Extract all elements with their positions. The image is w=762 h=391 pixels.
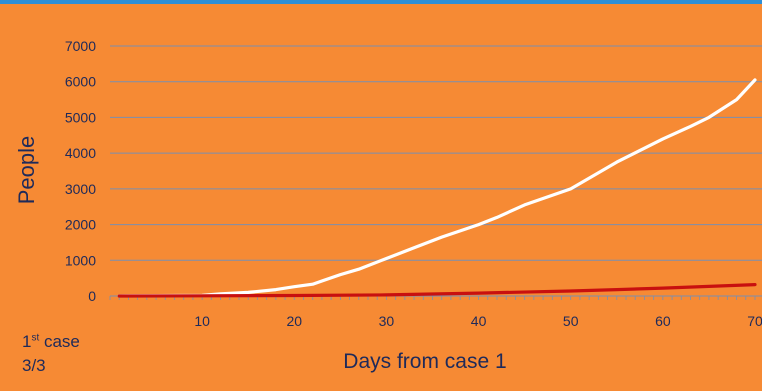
- first-case-date: 3/3: [22, 356, 46, 375]
- x-tick-labels: 10 20 30 40 50 60 70: [194, 313, 762, 329]
- grid-lines: [110, 45, 762, 297]
- x-tick-label: 20: [286, 313, 302, 329]
- x-axis-title: Days from case 1: [343, 350, 506, 373]
- x-tick-label: 30: [379, 313, 395, 329]
- first-case-annotation: 1st case 3/3: [22, 330, 80, 378]
- series-lines: [117, 78, 757, 298]
- y-tick-label: 5000: [65, 109, 96, 125]
- first-case-label: 1st case: [22, 332, 80, 351]
- y-tick-label: 4000: [65, 145, 96, 161]
- y-tick-label: 6000: [65, 74, 96, 90]
- x-tick-label: 70: [747, 313, 762, 329]
- y-tick-label: 7000: [65, 38, 96, 54]
- top-accent-bar: [0, 0, 762, 4]
- series-line-1: [117, 78, 757, 298]
- x-tick-label: 50: [563, 313, 579, 329]
- y-axis-title: People: [14, 136, 39, 205]
- y-tick-label: 3000: [65, 181, 96, 197]
- y-tick-labels: 0 1000 2000 3000 4000 5000 6000 7000: [65, 38, 96, 304]
- x-tick-label: 40: [471, 313, 487, 329]
- y-tick-label: 0: [88, 288, 96, 304]
- y-tick-label: 1000: [65, 252, 96, 268]
- y-tick-label: 2000: [65, 217, 96, 233]
- x-tick-label: 60: [655, 313, 671, 329]
- x-tick-label: 10: [194, 313, 210, 329]
- series-line-2: [117, 283, 757, 298]
